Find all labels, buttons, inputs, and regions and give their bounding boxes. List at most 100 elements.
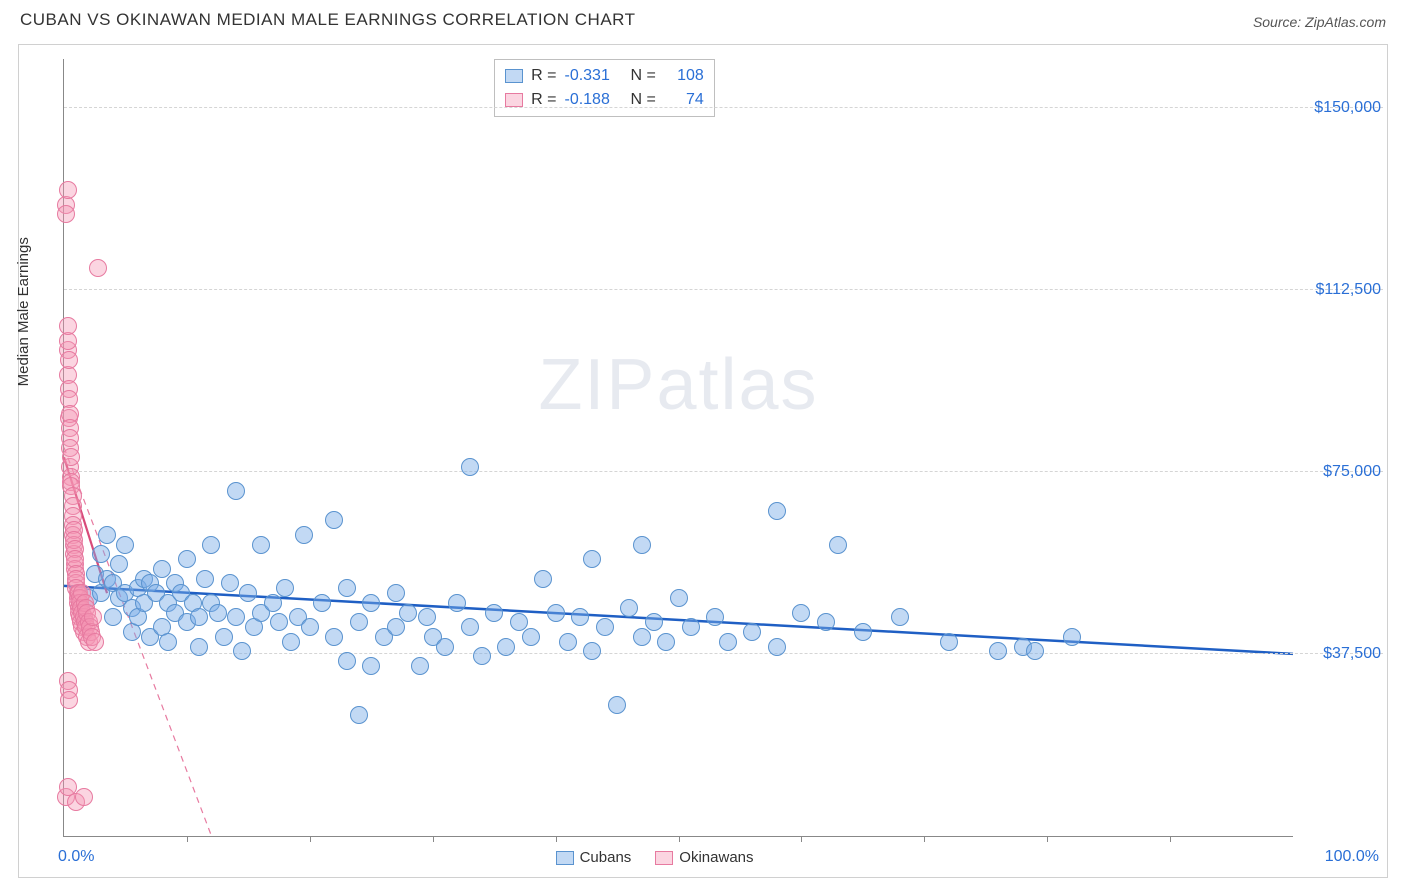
data-point	[362, 594, 380, 612]
x-tick	[924, 836, 925, 842]
x-tick	[310, 836, 311, 842]
data-point	[418, 608, 436, 626]
data-point	[670, 589, 688, 607]
data-point	[891, 608, 909, 626]
data-point	[276, 579, 294, 597]
data-point	[178, 550, 196, 568]
data-point	[209, 604, 227, 622]
legend-item-cubans: Cubans	[556, 849, 632, 866]
data-point	[350, 613, 368, 631]
data-point	[104, 608, 122, 626]
data-point	[325, 628, 343, 646]
data-point	[620, 599, 638, 617]
y-tick-label: $75,000	[1301, 463, 1381, 481]
data-point	[399, 604, 417, 622]
n-label: N =	[630, 88, 655, 112]
data-point	[1063, 628, 1081, 646]
data-point	[62, 448, 80, 466]
data-point	[547, 604, 565, 622]
data-point	[719, 633, 737, 651]
trend-lines	[64, 59, 1293, 836]
data-point	[215, 628, 233, 646]
data-point	[313, 594, 331, 612]
data-point	[608, 696, 626, 714]
legend: Cubans Okinawans	[556, 849, 754, 866]
data-point	[86, 633, 104, 651]
data-point	[989, 642, 1007, 660]
data-point	[221, 574, 239, 592]
stat-row-okinawans: R = -0.188 N = 74	[505, 88, 704, 112]
data-point	[350, 706, 368, 724]
data-point	[227, 608, 245, 626]
data-point	[768, 638, 786, 656]
data-point	[338, 652, 356, 670]
data-point	[559, 633, 577, 651]
data-point	[817, 613, 835, 631]
data-point	[768, 502, 786, 520]
data-point	[89, 259, 107, 277]
data-point	[233, 642, 251, 660]
chart-title: CUBAN VS OKINAWAN MEDIAN MALE EARNINGS C…	[20, 10, 636, 30]
swatch-okinawans	[655, 851, 673, 865]
plot-area: ZIPatlas R = -0.331 N = 108 R = -0.188 N…	[63, 59, 1293, 837]
data-point	[84, 608, 102, 626]
data-point	[706, 608, 724, 626]
data-point	[583, 550, 601, 568]
data-point	[202, 536, 220, 554]
data-point	[387, 584, 405, 602]
data-point	[497, 638, 515, 656]
data-point	[522, 628, 540, 646]
data-point	[239, 584, 257, 602]
y-tick-label: $37,500	[1301, 645, 1381, 663]
data-point	[325, 511, 343, 529]
x-tick	[433, 836, 434, 842]
data-point	[295, 526, 313, 544]
legend-label: Cubans	[580, 849, 632, 866]
x-tick	[679, 836, 680, 842]
data-point	[534, 570, 552, 588]
y-axis-label: Median Male Earnings	[15, 237, 32, 386]
x-tick	[556, 836, 557, 842]
source-attribution: Source: ZipAtlas.com	[1253, 14, 1386, 30]
chart-container: Median Male Earnings ZIPatlas R = -0.331…	[18, 44, 1388, 878]
data-point	[411, 657, 429, 675]
r-value-okinawans: -0.188	[564, 88, 622, 112]
x-tick	[187, 836, 188, 842]
data-point	[436, 638, 454, 656]
data-point	[196, 570, 214, 588]
grid-line	[64, 653, 1383, 654]
grid-line	[64, 107, 1383, 108]
data-point	[633, 628, 651, 646]
data-point	[571, 608, 589, 626]
data-point	[190, 638, 208, 656]
y-tick-label: $150,000	[1301, 99, 1381, 117]
x-min-label: 0.0%	[58, 848, 94, 866]
data-point	[338, 579, 356, 597]
legend-item-okinawans: Okinawans	[655, 849, 753, 866]
data-point	[461, 458, 479, 476]
data-point	[633, 536, 651, 554]
x-max-label: 100.0%	[1325, 848, 1379, 866]
data-point	[485, 604, 503, 622]
x-tick	[1047, 836, 1048, 842]
n-value-okinawans: 74	[664, 88, 704, 112]
data-point	[59, 181, 77, 199]
data-point	[473, 647, 491, 665]
data-point	[461, 618, 479, 636]
n-label: N =	[630, 64, 655, 88]
source-name: ZipAtlas.com	[1305, 14, 1386, 30]
data-point	[583, 642, 601, 660]
r-label: R =	[531, 64, 556, 88]
data-point	[270, 613, 288, 631]
data-point	[59, 317, 77, 335]
data-point	[159, 633, 177, 651]
r-value-cubans: -0.331	[564, 64, 622, 88]
data-point	[792, 604, 810, 622]
data-point	[60, 691, 78, 709]
y-tick-label: $112,500	[1301, 281, 1381, 299]
data-point	[645, 613, 663, 631]
data-point	[657, 633, 675, 651]
data-point	[116, 536, 134, 554]
data-point	[448, 594, 466, 612]
data-point	[301, 618, 319, 636]
